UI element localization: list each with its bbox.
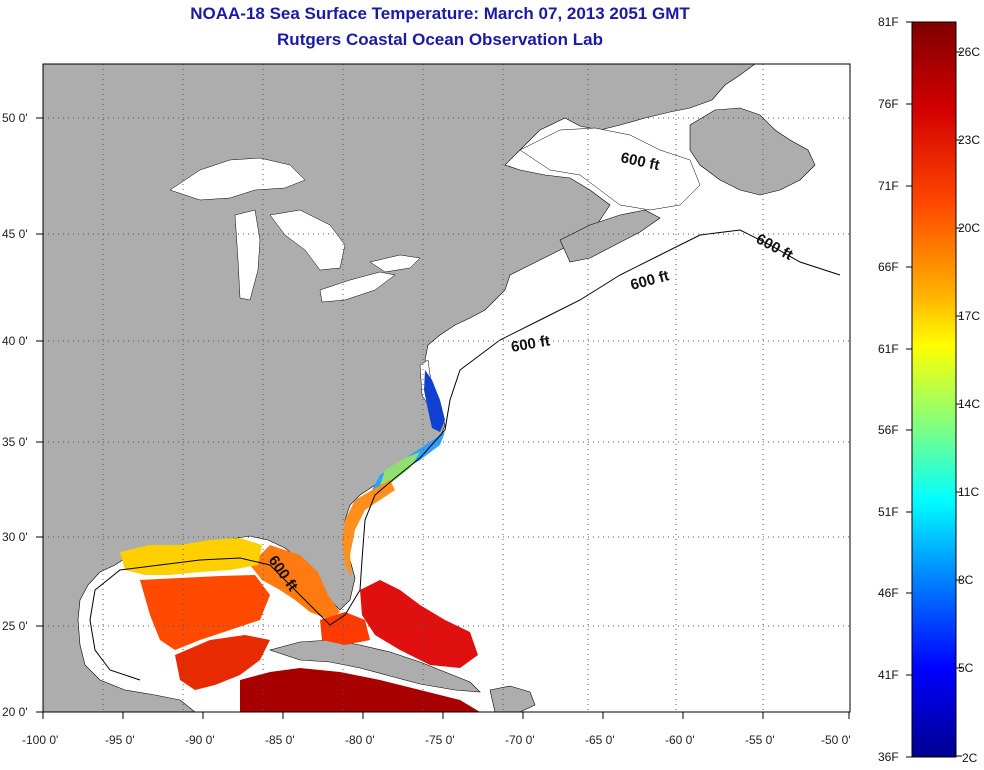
lake-erie: [319, 271, 396, 303]
sst-straits: [320, 612, 370, 645]
isobath-600ft: [89, 229, 841, 681]
lake-superior: [169, 157, 306, 201]
map-frame: [42, 63, 851, 713]
sst-bahamas: [360, 580, 478, 668]
sst-florida-west: [250, 545, 340, 620]
land-nova-scotia: [559, 209, 661, 263]
lon-tick-label: -65 0': [585, 733, 615, 747]
colorbar: [911, 21, 957, 758]
lat-tick-label: 25 0': [2, 619, 28, 633]
lat-tick-label: 35 0': [2, 435, 28, 449]
colorbar-f-label: 36F: [878, 750, 899, 764]
colorbar-c-label: 5C: [958, 661, 974, 675]
lon-tick-label: -95 0': [105, 733, 135, 747]
lake-ontario: [369, 254, 421, 273]
map-subtitle: Rutgers Coastal Ocean Observation Lab: [277, 30, 603, 49]
lat-tick-label: 20 0': [2, 705, 28, 719]
lon-tick-label: -70 0': [505, 733, 535, 747]
sst-chesapeake-cold: [424, 370, 445, 432]
lon-tick-label: -85 0': [265, 733, 295, 747]
lake-huron: [269, 209, 346, 271]
map-title: NOAA-18 Sea Surface Temperature: March 0…: [190, 4, 690, 23]
sst-caribbean: [240, 668, 480, 712]
lon-tick-label: -100 0': [22, 733, 58, 747]
colorbar-c-label: 11C: [958, 485, 979, 499]
colorbar-c-label: 23C: [958, 133, 980, 147]
contour-label: 600 ft: [510, 332, 552, 356]
colorbar-f-label: 71F: [878, 179, 899, 193]
sst-southeast-coast: [342, 480, 395, 578]
colorbar-c-label: 14C: [958, 397, 980, 411]
lon-tick-label: -55 0': [745, 733, 775, 747]
colorbar-f-label: 66F: [878, 260, 899, 274]
colorbar-f-label: 76F: [878, 97, 899, 111]
lat-tick-label: 30 0': [2, 530, 28, 544]
gulf-st-lawrence: [519, 127, 701, 211]
colorbar-f-label: 81F: [878, 15, 899, 29]
sst-gulf-south: [175, 635, 270, 690]
land-newfoundland: [689, 107, 816, 196]
colorbar-f-label: 41F: [878, 668, 899, 682]
land-north-america: [43, 64, 756, 712]
colorbar-f-label: 51F: [878, 505, 899, 519]
lat-tick-label: 50 0': [2, 111, 28, 125]
colorbar-f-label: 46F: [878, 586, 899, 600]
lon-tick-label: -50 0': [821, 733, 851, 747]
colorbar-f-label: 61F: [878, 342, 899, 356]
lon-tick-label: -90 0': [185, 733, 215, 747]
lon-tick-label: -60 0': [665, 733, 695, 747]
lon-tick-label: -75 0': [425, 733, 455, 747]
colorbar-c-label: 20C: [958, 221, 980, 235]
lake-michigan: [234, 209, 261, 301]
land-hispaniola: [489, 685, 536, 712]
colorbar-f-label: 56F: [878, 423, 899, 437]
lon-tick-label: -80 0': [345, 733, 375, 747]
colorbar-c-label: 17C: [958, 309, 980, 323]
colorbar-c-label: 8C: [958, 573, 974, 587]
colorbar-ticks: [906, 21, 962, 758]
lat-tick-label: 45 0': [2, 227, 28, 241]
graticule: [43, 64, 850, 712]
axis-ticks: [36, 117, 850, 719]
sst-gulf-central: [140, 575, 270, 650]
lat-tick-label: 40 0': [2, 334, 28, 348]
colorbar-c-label: 2C: [962, 751, 978, 765]
colorbar-c-label: 26C: [958, 45, 980, 59]
